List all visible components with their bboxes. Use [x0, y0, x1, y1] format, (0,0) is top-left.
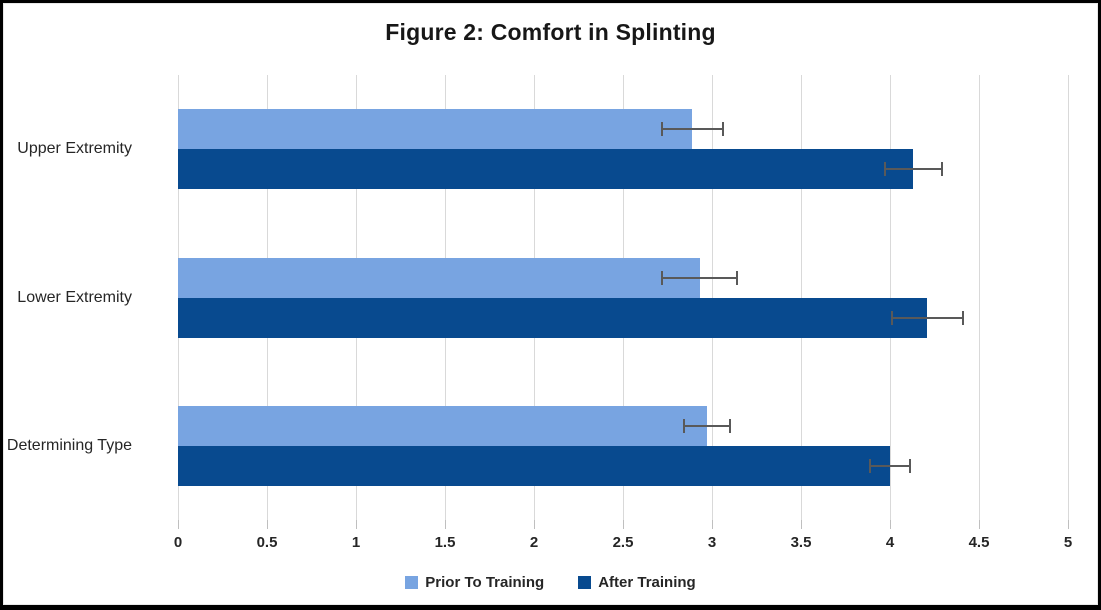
x-tick-label: 4 — [885, 534, 895, 551]
x-gridline — [979, 75, 980, 520]
x-tick-label: 4.5 — [968, 534, 990, 551]
error-bar-cap — [682, 418, 685, 433]
x-tickmark — [890, 520, 891, 529]
error-bar-cap — [890, 310, 893, 325]
x-tick-label: 1.5 — [434, 534, 456, 551]
category-label: Lower Extremity — [17, 288, 132, 306]
x-tickmark — [445, 520, 446, 529]
bar-after — [178, 149, 914, 190]
category-label: Determining Type — [6, 436, 132, 454]
x-tickmark — [534, 520, 535, 529]
x-tick-label: 2.5 — [612, 534, 634, 551]
bar-prior — [178, 109, 693, 150]
x-gridline — [1068, 75, 1069, 520]
legend: Prior To Training After Training — [3, 574, 1098, 591]
x-tick-label: 5 — [1063, 534, 1073, 551]
x-tick-label: 0 — [173, 534, 183, 551]
error-bar-cap — [908, 458, 911, 473]
x-tickmark — [356, 520, 357, 529]
x-tickmark — [1068, 520, 1069, 529]
x-tickmark — [267, 520, 268, 529]
error-bar-cap — [661, 270, 664, 285]
error-bar-line — [662, 128, 723, 131]
x-tick-label: 2 — [529, 534, 539, 551]
legend-item: After Training — [578, 574, 696, 591]
error-bar-cap — [735, 270, 738, 285]
x-tickmark — [979, 520, 980, 529]
bar-after — [178, 445, 890, 486]
x-tickmark — [801, 520, 802, 529]
error-bar-line — [870, 464, 910, 467]
chart-title: Figure 2: Comfort in Splinting — [385, 19, 716, 45]
legend-swatch — [578, 576, 592, 589]
category-label: Upper Extremity — [17, 140, 132, 158]
legend-item: Prior To Training — [405, 574, 544, 591]
x-tick-label: 0.5 — [256, 534, 278, 551]
error-bar-line — [683, 424, 730, 427]
error-bar-cap — [721, 122, 724, 137]
error-bar-cap — [883, 162, 886, 177]
error-bar-line — [891, 316, 963, 319]
bar-after — [178, 297, 928, 338]
legend-label: Prior To Training — [425, 574, 545, 591]
error-bar-cap — [661, 122, 664, 137]
bar-prior — [178, 257, 700, 298]
x-tick-label: 3.5 — [790, 534, 812, 551]
error-bar-line — [662, 276, 737, 279]
x-tick-label: 3 — [707, 534, 717, 551]
x-tickmark — [712, 520, 713, 529]
x-tickmark — [623, 520, 624, 529]
legend-swatch — [405, 576, 419, 589]
error-bar-cap — [728, 418, 731, 433]
error-bar-cap — [940, 162, 943, 177]
error-bar-cap — [961, 310, 964, 325]
error-bar-cap — [869, 458, 872, 473]
error-bar-line — [884, 168, 942, 171]
bar-prior — [178, 405, 707, 446]
legend-label: After Training — [598, 574, 696, 591]
plot-area: 0 0.5 1 1.5 2 2.5 3 3.5 4 4.5 5 Upper Extremity Lowe… — [7, 75, 1072, 551]
x-tickmark — [178, 520, 179, 529]
x-tick-label: 1 — [351, 534, 361, 551]
